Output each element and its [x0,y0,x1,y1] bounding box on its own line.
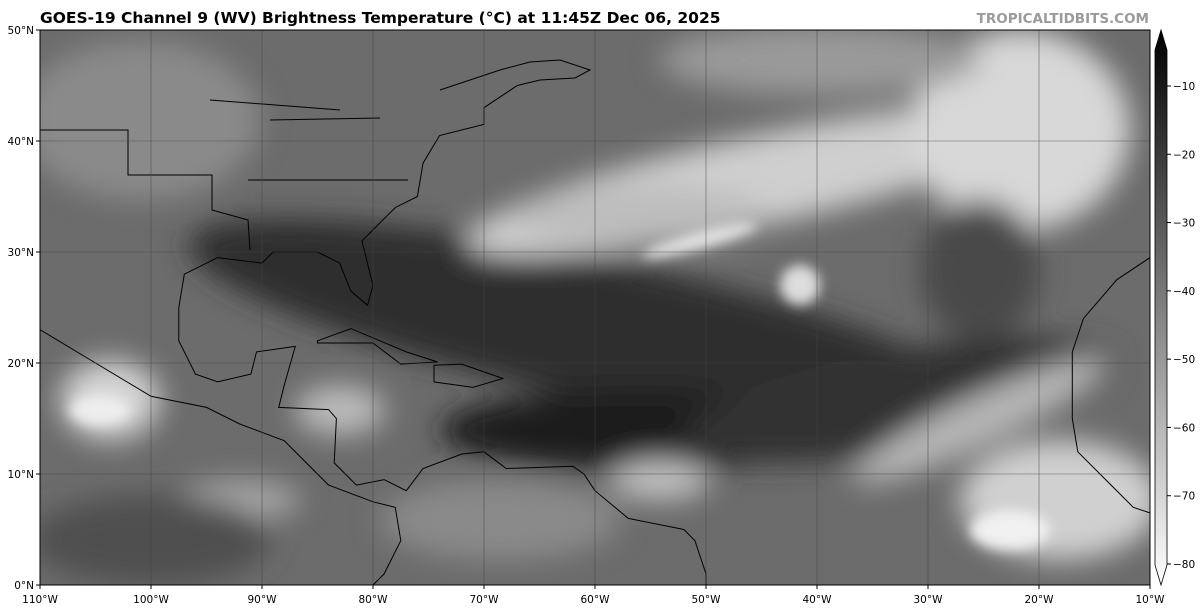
graticule [40,30,1150,585]
lat-tick-label: 30°N [8,247,34,259]
lon-tick-label: 110°W [22,594,58,606]
colorbar-tick-label: −30 [1173,218,1195,230]
colorbar-tick-label: −20 [1173,149,1195,161]
lon-tick-label: 30°W [914,594,944,606]
satellite-imagery [40,30,1150,585]
credit-watermark: TROPICALTIDBITS.COM [976,11,1149,27]
lat-tick-label: 0°N [14,580,34,592]
colorbar-tick-label: −70 [1173,491,1195,503]
lon-tick-label: 80°W [359,594,389,606]
lon-tick-label: 60°W [581,594,611,606]
lon-tick-label: 70°W [470,594,500,606]
lon-tick-label: 20°W [1025,594,1055,606]
lon-tick-label: 40°W [803,594,833,606]
lon-axis: 110°W 100°W 90°W 80°W 70°W 60°W 50°W 40°W 30°W 20… [22,585,1165,606]
lat-tick-label: 10°N [8,469,34,481]
lat-tick-label: 50°N [8,25,34,37]
colorbar: −10 −20 −30 −40 −50 −60 −70 −80 [1154,28,1195,587]
lon-tick-label: 90°W [248,594,278,606]
colorbar-tick-label: −40 [1173,286,1195,298]
lon-tick-label: 100°W [133,594,169,606]
lon-tick-label: 50°W [692,594,722,606]
lon-tick-label: 10°W [1136,594,1166,606]
colorbar-tick-label: −10 [1173,81,1195,93]
colorbar-tick-label: −50 [1173,354,1195,366]
lat-tick-label: 20°N [8,358,34,370]
colorbar-tick-label: −60 [1173,422,1195,434]
map-title: GOES-19 Channel 9 (WV) Brightness Temper… [40,9,721,27]
colorbar-tick-label: −80 [1173,559,1195,571]
lat-tick-label: 40°N [8,136,34,148]
lat-axis: 0°N 10°N 20°N 30°N 40°N 50°N [8,25,40,592]
